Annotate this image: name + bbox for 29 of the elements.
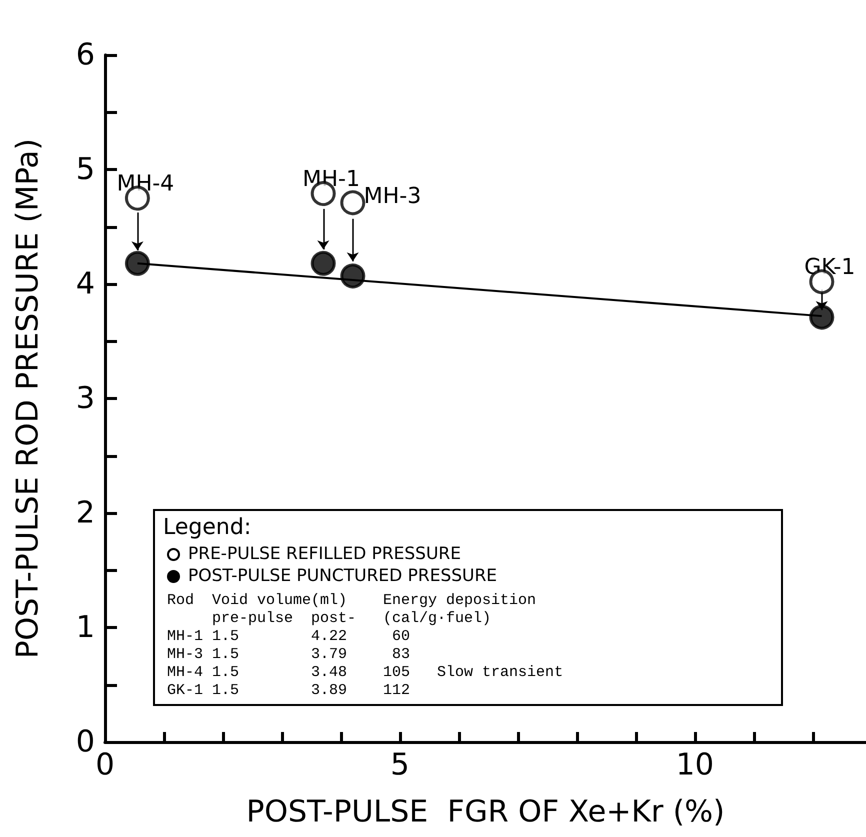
y-tick-label: 1	[76, 610, 95, 645]
annotation: MH-3	[364, 184, 422, 210]
point	[310, 250, 336, 276]
y-axis-title: POST-PULSE ROD PRESSURE (MPa)	[10, 138, 46, 659]
point	[340, 190, 366, 216]
legend-title: Legend:	[163, 515, 252, 540]
legend-label: PRE-PULSE REFILLED PRESSURE	[188, 544, 461, 564]
annotation: MH-1 1.5 4.22 60	[167, 628, 410, 645]
x-tick-label: 5	[390, 748, 410, 782]
annotation: MH-1	[302, 167, 360, 192]
y-tick-label: 5	[76, 152, 95, 187]
annotation: pre-pulse post- (cal/g·fuel)	[212, 610, 492, 627]
annotation: MH-4 1.5 3.48 105 Slow transient	[167, 664, 564, 681]
y-tick-label: 2	[76, 496, 95, 530]
annotation: GK-1	[804, 255, 856, 280]
annotation: MH-4	[116, 172, 174, 197]
legend-label: POST-PULSE PUNCTURED PRESSURE	[188, 566, 498, 586]
x-tick-label: 10	[676, 748, 714, 782]
x-axis-title: POST-PULSE FGR OF Xe+Kr (%)	[246, 794, 725, 830]
annotation: GK-1 1.5 3.89 112	[167, 682, 410, 699]
y-tick-label: 0	[76, 724, 95, 760]
point	[809, 304, 834, 330]
y-tick-label: 3	[76, 381, 95, 416]
annotation: Rod Void volume(ml) Energy deposition	[167, 592, 536, 609]
point	[340, 263, 366, 288]
point	[124, 250, 150, 276]
y-tick-label: 4	[76, 266, 95, 302]
y-tick-label: 6	[76, 38, 95, 72]
annotation: MH-3 1.5 3.79 83	[167, 646, 410, 663]
